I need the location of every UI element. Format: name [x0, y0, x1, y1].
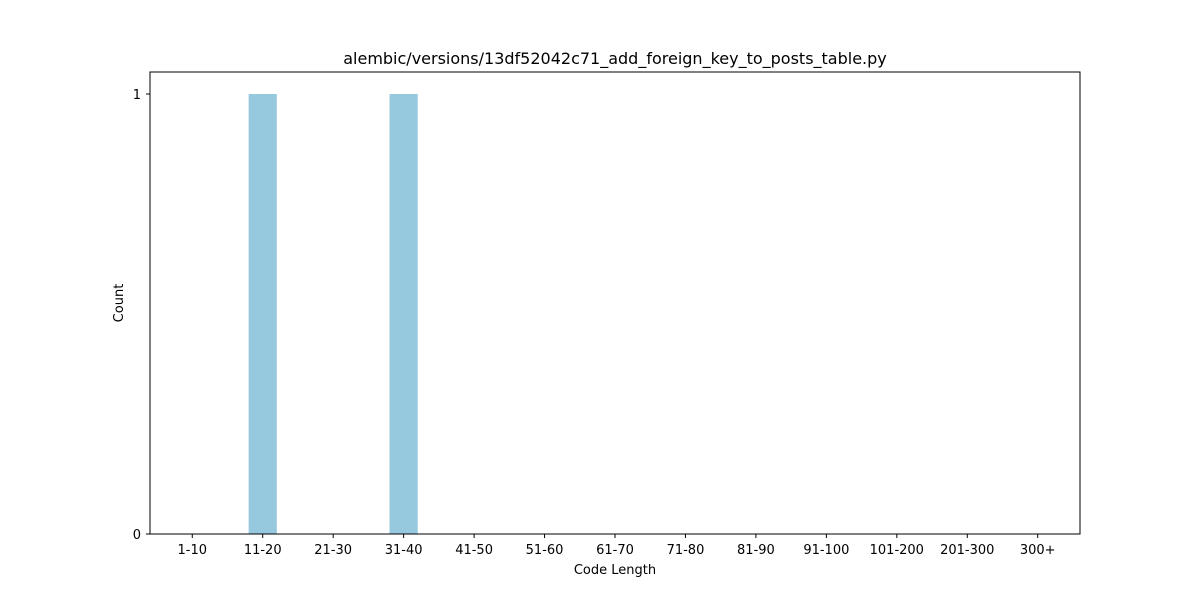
x-tick-label: 81-90: [737, 543, 775, 558]
x-tick-label: 51-60: [526, 543, 564, 558]
bars-group: [248, 94, 418, 534]
bar-11-20: [248, 94, 277, 534]
x-axis-ticks: 1-10 11-20 21-30 31-40 41-50 51-60 61-70 71-80 8…: [178, 534, 1056, 558]
y-tick-label: 0: [133, 528, 141, 543]
x-tick-label: 300+: [1020, 543, 1056, 558]
y-axis-ticks: 01: [133, 88, 150, 543]
x-tick-label: 101-200: [870, 543, 924, 558]
x-tick-label: 1-10: [178, 543, 208, 558]
x-tick-label: 201-300: [940, 543, 994, 558]
y-tick-label: 1: [133, 88, 141, 103]
x-tick-label: 71-80: [667, 543, 705, 558]
x-axis-label: Code Length: [574, 563, 656, 578]
chart-title: alembic/versions/13df52042c71_add_foreig…: [343, 49, 887, 69]
x-tick-label: 21-30: [314, 543, 352, 558]
plot-area-frame: [149, 71, 1081, 535]
y-axis-label: Count: [112, 284, 127, 323]
x-tick-label: 11-20: [244, 543, 282, 558]
x-tick-label: 31-40: [385, 543, 423, 558]
x-tick-label: 91-100: [803, 543, 849, 558]
x-tick-label: 61-70: [596, 543, 634, 558]
bar-31-40: [389, 94, 418, 534]
x-tick-label: 41-50: [455, 543, 493, 558]
